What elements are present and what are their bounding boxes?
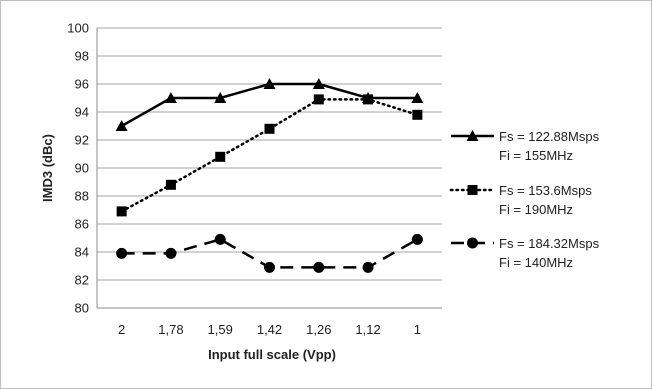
square-marker <box>467 185 478 195</box>
y-tick-label: 90 <box>75 161 89 176</box>
y-tick-label: 96 <box>75 77 89 92</box>
square-marker <box>165 179 176 190</box>
triangle-marker <box>115 120 128 131</box>
x-tick-label: 2 <box>118 322 125 337</box>
square-marker <box>264 123 275 134</box>
series-group <box>115 78 424 273</box>
legend-label-line1: Fs = 184.32Msps <box>499 236 600 251</box>
y-axis-label: IMD3 (dBc) <box>40 134 55 202</box>
circle-marker <box>264 261 275 273</box>
legend-label-line2: Fi = 155MHz <box>499 148 573 163</box>
y-tick-label: 98 <box>75 49 89 64</box>
legend-entry: Fs = 153.6Msps Fi = 190MHz <box>449 183 592 217</box>
square-marker <box>215 151 226 162</box>
square-marker <box>116 206 127 217</box>
y-tick-label: 92 <box>75 133 89 148</box>
y-tick-label: 82 <box>75 273 89 288</box>
x-tick-label: 1,42 <box>257 322 282 337</box>
legend-entry: Fs = 184.32Msps Fi = 140MHz <box>451 236 600 270</box>
series-square <box>116 94 423 217</box>
legend-entry: Fs = 122.88Msps Fi = 155MHz <box>451 129 600 163</box>
circle-marker <box>214 233 226 245</box>
legend-label-line1: Fs = 153.6Msps <box>499 183 592 198</box>
square-marker <box>313 94 324 105</box>
x-tick-label: 1,12 <box>355 322 380 337</box>
y-tick-labels: 80 82 84 86 88 90 92 94 96 98 100 <box>67 21 89 316</box>
circle-marker <box>116 247 128 259</box>
y-tick-label: 86 <box>75 217 89 232</box>
series-circle <box>116 233 423 273</box>
x-tick-label: 1,59 <box>208 322 233 337</box>
x-tick-labels: 2 1,78 1,59 1,42 1,26 1,12 1 <box>118 322 421 337</box>
circle-marker <box>411 233 423 245</box>
square-marker <box>363 94 374 105</box>
circle-marker <box>467 237 478 249</box>
triangle-marker <box>164 92 177 103</box>
circle-marker <box>362 261 374 273</box>
legend-label-line2: Fi = 190MHz <box>499 202 573 217</box>
circle-marker <box>165 247 177 259</box>
circle-marker <box>313 261 325 273</box>
y-tick-label: 80 <box>75 301 89 316</box>
x-axis-label: Input full scale (Vpp) <box>208 347 336 362</box>
triangle-marker <box>466 130 479 141</box>
y-tick-label: 94 <box>75 105 89 120</box>
y-tick-label: 88 <box>75 189 89 204</box>
x-tick-label: 1 <box>414 322 421 337</box>
legend-label-line1: Fs = 122.88Msps <box>499 129 600 144</box>
x-tick-label: 1,26 <box>306 322 331 337</box>
y-tick-label: 84 <box>75 245 89 260</box>
legend-label-line2: Fi = 140MHz <box>499 255 573 270</box>
square-marker <box>412 109 423 120</box>
legend: Fs = 122.88Msps Fi = 155MHz Fs = 153.6Msps… <box>449 129 600 270</box>
triangle-marker <box>263 78 276 89</box>
y-tick-label: 100 <box>67 21 89 36</box>
x-tick-label: 1,78 <box>158 322 183 337</box>
triangle-marker <box>312 78 325 89</box>
triangle-marker <box>214 92 227 103</box>
triangle-marker <box>411 92 424 103</box>
